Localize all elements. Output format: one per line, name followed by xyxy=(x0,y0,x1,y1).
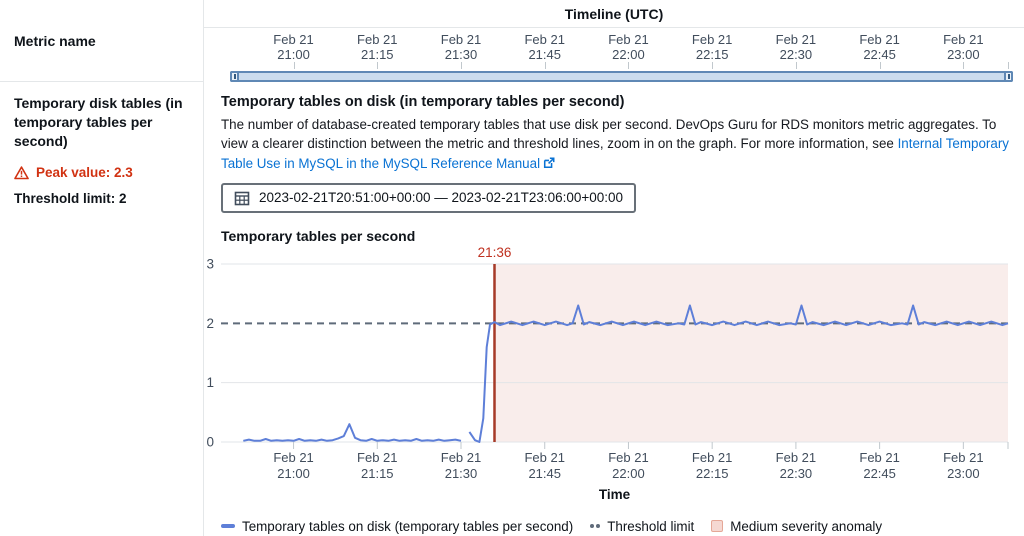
external-link-icon xyxy=(543,157,555,168)
anomaly-box-swatch xyxy=(711,520,724,533)
time-range-picker[interactable]: 2023-02-21T20:51:00+00:00 — 2023-02-21T2… xyxy=(221,182,637,213)
metric-name-column-header: Metric name xyxy=(14,32,96,49)
time-range-value: 2023-02-21T20:51:00+00:00 — 2023-02-21T2… xyxy=(259,190,624,206)
timeline-tick-label: Feb 21 22:45 xyxy=(859,32,900,62)
metric-description: The number of database-created temporary… xyxy=(221,117,1009,171)
x-axis-tick-label: Feb 21 xyxy=(441,450,481,465)
x-axis-tick-label: 22:30 xyxy=(780,466,813,481)
slider-right-handle[interactable] xyxy=(1004,71,1013,82)
x-axis-tick-label: Feb 21 xyxy=(273,450,313,465)
legend-item-series: Temporary tables on disk (temporary tabl… xyxy=(221,519,573,534)
legend-item-anomaly: Medium severity anomaly xyxy=(711,519,882,534)
timeline-tick-mark xyxy=(377,62,379,69)
timeline-tick-label: Feb 21 23:00 xyxy=(943,32,984,62)
calendar-icon xyxy=(234,191,250,206)
warning-triangle-icon xyxy=(14,165,29,179)
timeline-tick-label: Feb 21 22:15 xyxy=(691,32,733,62)
x-axis-tick-label: 21:00 xyxy=(277,466,310,481)
anomaly-time-label: 21:36 xyxy=(478,245,512,260)
slider-left-handle[interactable] xyxy=(230,71,239,82)
timeline-tick-label: Feb 21 22:00 xyxy=(608,32,649,62)
x-axis-tick-label: 22:45 xyxy=(863,466,896,481)
series-line xyxy=(468,304,1009,443)
timeline-tick-label: Feb 21 21:45 xyxy=(524,32,565,62)
y-axis-tick-label: 3 xyxy=(206,256,214,271)
metric-detail-panel: Temporary tables on disk (in temporary t… xyxy=(204,82,1024,536)
x-axis-tick-label: Feb 21 xyxy=(943,450,983,465)
x-axis-tick-label: 23:00 xyxy=(947,466,980,481)
series-line xyxy=(243,423,462,442)
x-axis-tick-label: Feb 21 xyxy=(357,450,397,465)
x-axis-tick-label: Feb 21 xyxy=(859,450,899,465)
chart-title: Temporary tables per second xyxy=(221,227,416,244)
timeline-header: Timeline (UTC) Feb 21 21:00 Feb 21 21:15 Feb… xyxy=(204,0,1024,82)
timeline-tick-mark xyxy=(963,62,965,69)
y-axis-tick-label: 0 xyxy=(206,434,214,449)
metric-row-title: Temporary disk tables (in temporary tabl… xyxy=(14,95,183,149)
x-axis-tick-label: Feb 21 xyxy=(692,450,732,465)
x-axis-tick-label: 21:15 xyxy=(361,466,394,481)
peak-value-label: Peak value: 2.3 xyxy=(36,165,133,180)
timeline-title: Timeline (UTC) xyxy=(204,0,1024,28)
y-axis-tick-label: 2 xyxy=(206,316,214,331)
x-axis-tick-label: 22:15 xyxy=(696,466,729,481)
series-line-swatch xyxy=(221,524,235,529)
timeline-tick-mark xyxy=(712,62,714,69)
x-axis-tick-label: Feb 21 xyxy=(776,450,816,465)
x-axis-tick-label: 22:00 xyxy=(612,466,645,481)
timeline-tick-mark xyxy=(795,62,797,69)
threshold-dots-swatch xyxy=(590,524,601,529)
legend-item-threshold: Threshold limit xyxy=(590,519,694,534)
timeline-tick-label: Feb 21 21:30 xyxy=(440,32,482,62)
x-axis-tick-label: 21:45 xyxy=(528,466,561,481)
metric-name-header-cell: Metric name xyxy=(0,0,204,82)
timeline-tick-mark xyxy=(1008,62,1009,69)
timeline-tick-mark xyxy=(544,62,546,69)
x-axis-title: Time xyxy=(599,487,631,502)
y-axis-tick-label: 1 xyxy=(206,375,214,390)
threshold-limit-label: Threshold limit: 2 xyxy=(14,191,127,206)
x-axis-tick-label: 21:30 xyxy=(445,466,478,481)
timeline-tick-mark xyxy=(879,62,881,69)
timeline-tick-label: Feb 21 22:30 xyxy=(775,32,817,62)
timeline-tick-mark xyxy=(461,62,462,69)
x-axis-tick-label: Feb 21 xyxy=(524,450,564,465)
metric-list-sidebar: Temporary disk tables (in temporary tabl… xyxy=(0,82,204,536)
timeline-range-slider[interactable] xyxy=(230,71,1013,82)
timeline-tick-mark xyxy=(293,62,295,69)
timeline-tick-mark xyxy=(628,62,630,69)
peak-value-row: Peak value: 2.3 xyxy=(14,165,189,180)
chart-legend: Temporary tables on disk (temporary tabl… xyxy=(221,519,1010,534)
timeline-tick-label: Feb 21 21:00 xyxy=(273,32,314,62)
timeline-tick-label: Feb 21 21:15 xyxy=(357,32,398,62)
mysql-reference-link[interactable]: Internal Temporary Table Use in MySQL in… xyxy=(221,136,1009,171)
x-axis-tick-label: Feb 21 xyxy=(608,450,648,465)
anomaly-region xyxy=(494,263,1008,442)
metric-detail-title: Temporary tables on disk (in temporary t… xyxy=(221,94,625,110)
